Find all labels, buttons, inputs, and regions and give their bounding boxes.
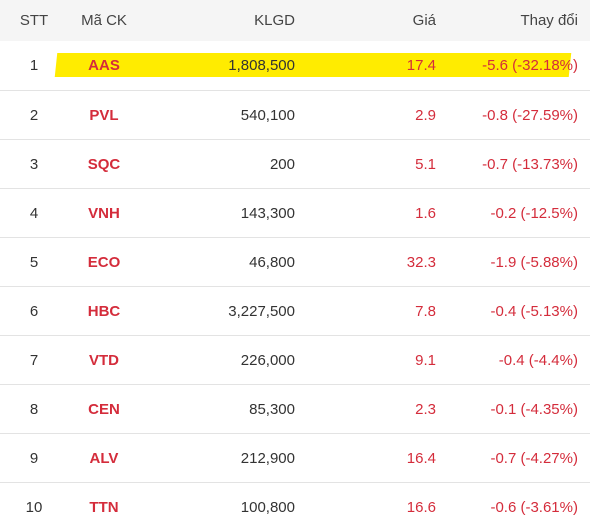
table-row[interactable]: 2 PVL 540,100 2.9 -0.8 (-27.59%) xyxy=(0,90,590,139)
volume-value: 200 xyxy=(269,156,295,173)
table-row[interactable]: 10 TTN 100,800 16.6 -0.6 (-3.61%) xyxy=(0,482,590,531)
volume-value: 3,227,500 xyxy=(228,303,295,320)
stock-code-label[interactable]: TTN xyxy=(89,499,119,516)
stock-code-label[interactable]: VNH xyxy=(88,205,120,222)
column-header-code[interactable]: Mã CK xyxy=(81,12,127,29)
price-value: 9.1 xyxy=(415,352,436,369)
change-value: -0.4 (-5.13%) xyxy=(490,303,578,320)
stock-code-label[interactable]: PVL xyxy=(89,107,119,124)
stock-code-link[interactable]: HBC xyxy=(68,287,140,336)
row-number: 6 xyxy=(29,303,39,320)
volume-value: 212,900 xyxy=(240,450,295,467)
table-row[interactable]: 3 SQC 200 5.1 -0.7 (-13.73%) xyxy=(0,139,590,188)
stock-code-label[interactable]: CEN xyxy=(88,401,120,418)
change-value: -0.6 (-3.61%) xyxy=(490,499,578,516)
price-value: 16.4 xyxy=(406,450,436,467)
stock-code-label[interactable]: SQC xyxy=(87,156,121,173)
stock-code-link[interactable]: TTN xyxy=(68,483,140,532)
table-body: 1 AAS 1,808,500 17.4 -5.6 (-32.18%) 2 PVL 540,1… xyxy=(0,41,590,531)
price-value: 17.4 xyxy=(406,57,436,74)
row-number: 2 xyxy=(29,107,39,124)
stock-code-link[interactable]: AAS xyxy=(68,41,140,90)
table-row[interactable]: 9 ALV 212,900 16.4 -0.7 (-4.27%) xyxy=(0,433,590,482)
row-number: 8 xyxy=(29,401,39,418)
row-number: 4 xyxy=(29,205,39,222)
change-value: -5.6 (-32.18%) xyxy=(482,57,578,74)
row-number: 9 xyxy=(29,450,39,467)
price-value: 32.3 xyxy=(406,254,436,271)
stock-code-link[interactable]: VNH xyxy=(68,189,140,238)
table-row[interactable]: 5 ECO 46,800 32.3 -1.9 (-5.88%) xyxy=(0,237,590,286)
table-header: STT Mã CK KLGD Giá Thay đổi xyxy=(0,0,590,41)
row-number: 5 xyxy=(29,254,39,271)
stock-code-link[interactable]: CEN xyxy=(68,385,140,434)
stock-code-label[interactable]: AAS xyxy=(88,57,120,74)
price-value: 2.3 xyxy=(415,401,436,418)
column-header-stt[interactable]: STT xyxy=(19,12,49,29)
table-row[interactable]: 6 HBC 3,227,500 7.8 -0.4 (-5.13%) xyxy=(0,286,590,335)
column-header-price[interactable]: Giá xyxy=(412,12,436,29)
row-number: 3 xyxy=(29,156,39,173)
volume-value: 85,300 xyxy=(249,401,295,418)
change-value: -0.7 (-4.27%) xyxy=(490,450,578,467)
table-row[interactable]: 8 CEN 85,300 2.3 -0.1 (-4.35%) xyxy=(0,384,590,433)
volume-value: 143,300 xyxy=(240,205,295,222)
stock-code-label[interactable]: HBC xyxy=(87,303,121,320)
change-value: -0.1 (-4.35%) xyxy=(490,401,578,418)
price-value: 5.1 xyxy=(415,156,436,173)
stock-code-link[interactable]: SQC xyxy=(68,140,140,189)
table-row[interactable]: 7 VTD 226,000 9.1 -0.4 (-4.4%) xyxy=(0,335,590,384)
stock-code-link[interactable]: PVL xyxy=(68,91,140,140)
row-number: 1 xyxy=(29,57,39,74)
volume-value: 226,000 xyxy=(240,352,295,369)
stock-code-label[interactable]: ALV xyxy=(89,450,119,467)
volume-value: 540,100 xyxy=(240,107,295,124)
volume-value: 1,808,500 xyxy=(228,57,295,74)
stock-code-link[interactable]: VTD xyxy=(68,336,140,385)
change-value: -0.2 (-12.5%) xyxy=(490,205,578,222)
volume-value: 100,800 xyxy=(240,499,295,516)
table-row[interactable]: 4 VNH 143,300 1.6 -0.2 (-12.5%) xyxy=(0,188,590,237)
stock-code-label[interactable]: VTD xyxy=(89,352,119,369)
change-value: -1.9 (-5.88%) xyxy=(490,254,578,271)
change-value: -0.4 (-4.4%) xyxy=(498,352,578,369)
change-value: -0.7 (-13.73%) xyxy=(482,156,578,173)
table-row[interactable]: 1 AAS 1,808,500 17.4 -5.6 (-32.18%) xyxy=(0,41,590,90)
row-number: 7 xyxy=(29,352,39,369)
stock-code-link[interactable]: ALV xyxy=(68,434,140,483)
volume-value: 46,800 xyxy=(249,254,295,271)
stock-code-link[interactable]: ECO xyxy=(68,238,140,287)
change-value: -0.8 (-27.59%) xyxy=(482,107,578,124)
price-value: 2.9 xyxy=(415,107,436,124)
row-number: 10 xyxy=(25,499,43,516)
price-value: 16.6 xyxy=(406,499,436,516)
price-value: 1.6 xyxy=(415,205,436,222)
stock-code-label[interactable]: ECO xyxy=(87,254,121,271)
column-header-volume[interactable]: KLGD xyxy=(254,12,295,29)
price-value: 7.8 xyxy=(415,303,436,320)
column-header-change[interactable]: Thay đổi xyxy=(520,12,578,29)
